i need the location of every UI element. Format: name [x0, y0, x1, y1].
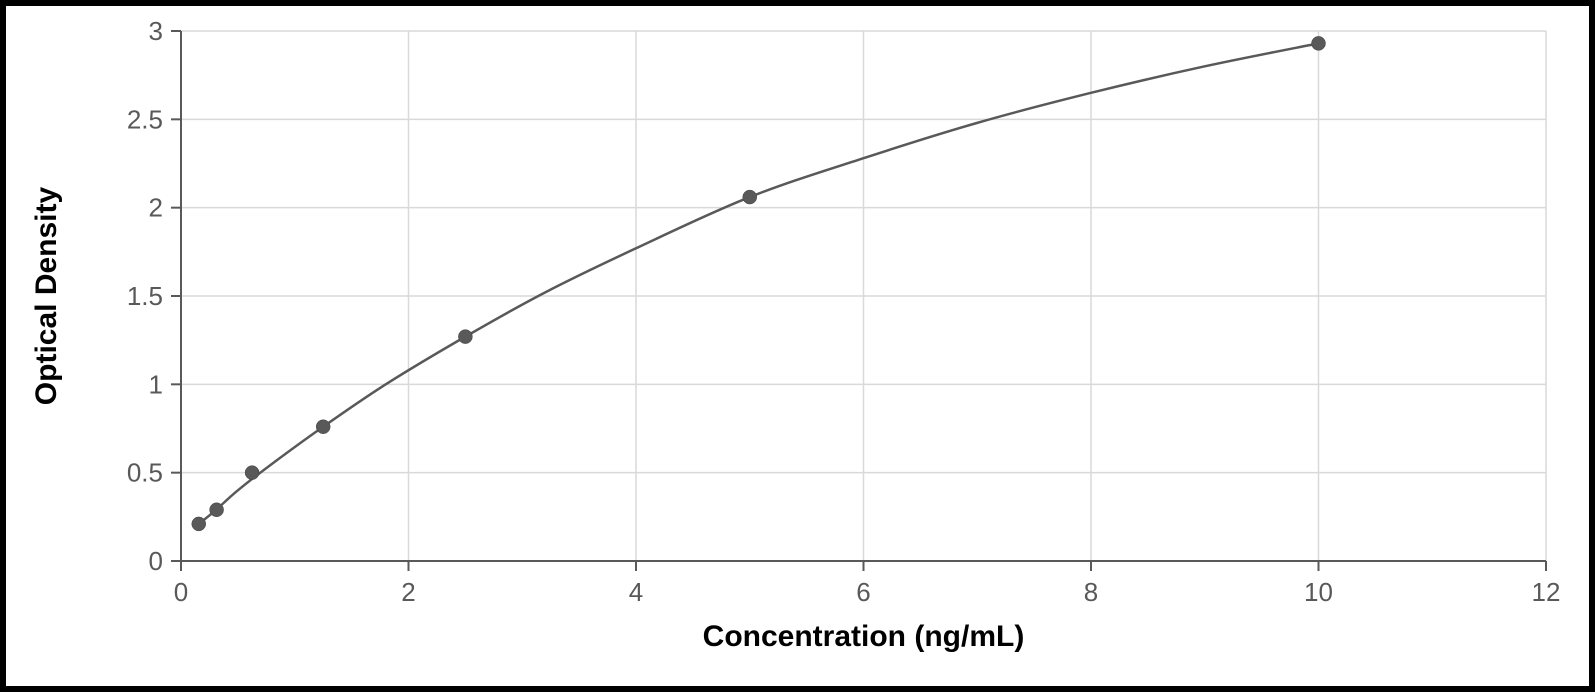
data-point: [316, 420, 330, 434]
data-point: [1312, 36, 1326, 50]
x-tick-label: 10: [1304, 577, 1333, 607]
x-tick-label: 0: [174, 577, 188, 607]
chart-svg: 0 2 4 6 8 10 12 0 0.5 1 1.5 2 2.5 3 Concentration (ng/…: [6, 6, 1589, 686]
data-point: [245, 466, 259, 480]
plot-background: [6, 6, 1589, 686]
x-tick-label: 12: [1532, 577, 1561, 607]
x-tick-label: 4: [629, 577, 643, 607]
data-point: [192, 517, 206, 531]
chart-container: 0 2 4 6 8 10 12 0 0.5 1 1.5 2 2.5 3 Concentration (ng/…: [0, 0, 1595, 692]
data-point: [210, 503, 224, 517]
y-tick-label: 0.5: [127, 458, 163, 488]
y-tick-label: 2: [149, 193, 163, 223]
x-tick-label: 2: [401, 577, 415, 607]
data-point: [458, 330, 472, 344]
y-axis-label: Optical Density: [30, 186, 63, 405]
y-tick-label: 0: [149, 546, 163, 576]
x-tick-label: 8: [1084, 577, 1098, 607]
y-tick-label: 2.5: [127, 104, 163, 134]
data-point: [743, 190, 757, 204]
y-tick-label: 1.5: [127, 281, 163, 311]
x-axis-label: Concentration (ng/mL): [703, 620, 1025, 653]
x-tick-label: 6: [856, 577, 870, 607]
y-tick-label: 3: [149, 16, 163, 46]
y-tick-label: 1: [149, 369, 163, 399]
